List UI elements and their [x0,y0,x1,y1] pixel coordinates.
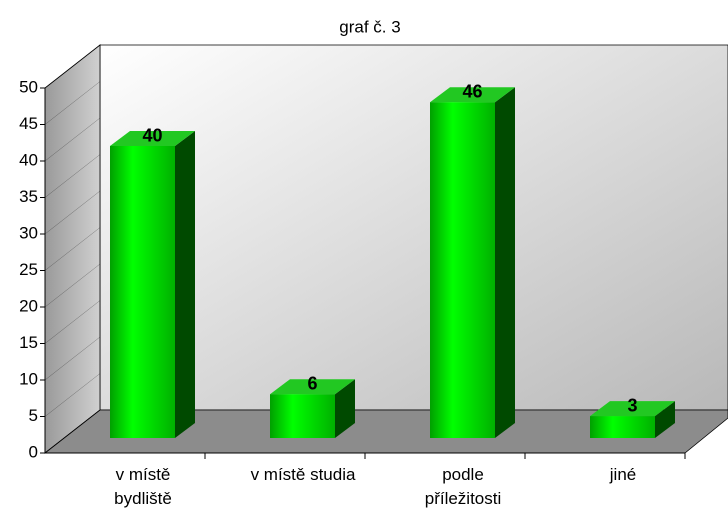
bar-side [335,379,355,438]
bar [430,102,495,438]
grid-line [44,44,101,89]
y-tick-label: 35 [19,187,38,206]
y-tick-label: 25 [19,260,38,279]
grid-line [44,190,101,235]
bar-top [590,401,675,417]
chart-title: graf č. 3 [339,17,400,36]
bar [270,394,335,438]
bar-top [110,131,195,146]
x-tick-label: podle příležitosti [424,465,502,508]
y-tick-label: 40 [19,150,38,169]
data-label: 46 [462,81,482,101]
y-tick-label: 50 [19,77,38,96]
y-tick-label: 0 [29,442,38,461]
data-label: 3 [627,395,637,415]
y-tick-label: 45 [19,114,38,133]
bar-side [175,131,195,438]
grid-line [44,154,101,198]
y-tick-label: 5 [29,406,38,425]
y-tick-label: 20 [19,296,38,315]
y-tick-label: 15 [19,333,38,352]
grid-line [44,81,101,125]
x-tick-label: v místě studia [250,465,356,484]
grid-line [44,227,101,271]
bar-top [270,379,355,395]
bar [110,146,175,438]
bar-top [430,87,515,103]
bar-side [495,87,515,438]
x-tick-label: jiné [609,465,637,484]
x-tick-label: v místě bydliště [114,465,172,508]
bar [590,416,655,438]
grid-line [44,409,101,454]
bar-side [655,401,675,438]
grid-line [44,300,101,344]
grid-line [44,336,101,381]
data-label: 6 [307,373,317,393]
grid-line [44,117,101,162]
y-tick-label: 30 [19,223,38,242]
y-tick-label: 10 [19,369,38,388]
grid-line [44,373,101,417]
grid-line [44,263,101,308]
data-label: 40 [142,125,162,145]
